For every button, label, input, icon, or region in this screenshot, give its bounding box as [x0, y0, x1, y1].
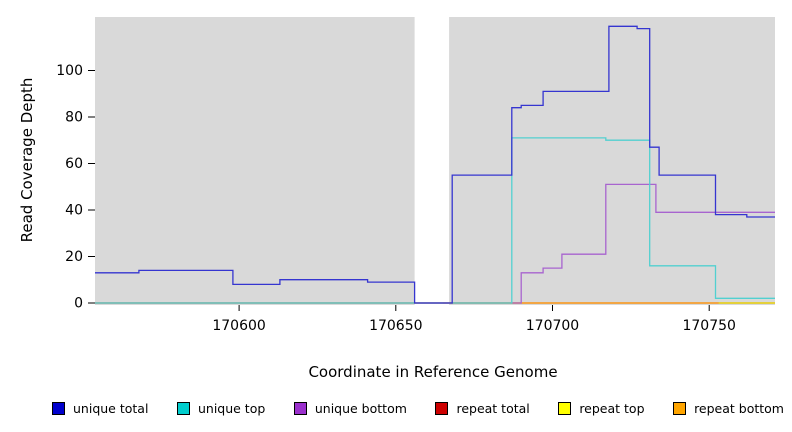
legend-swatch-repeat-bottom	[673, 402, 687, 415]
series-line-unique-bottom	[95, 183, 775, 304]
legend-item-repeat-total: repeat total	[435, 401, 530, 416]
y-tick-label: 80	[65, 110, 83, 126]
legend-swatch-unique-total	[52, 402, 65, 415]
legend-item-unique-top: unique top	[176, 401, 266, 416]
legend-label: repeat top	[579, 401, 645, 416]
legend-label: unique total	[73, 401, 149, 416]
legend-swatch-unique-bottom	[293, 402, 307, 415]
legend-swatch-repeat-total	[435, 402, 449, 415]
legend-item-repeat-bottom: repeat bottom	[673, 401, 784, 416]
legend-item-repeat-top: repeat top	[558, 401, 645, 416]
x-tick-label: 170600	[212, 318, 265, 334]
x-tick-label: 170750	[682, 318, 735, 334]
y-tick-label: 0	[74, 296, 83, 312]
y-tick-label: 40	[65, 203, 83, 219]
legend-item-unique-bottom: unique bottom	[293, 401, 407, 416]
y-axis-label: Read Coverage Depth	[18, 77, 36, 243]
legend-swatch-unique-top	[176, 402, 190, 415]
y-tick-label: 60	[65, 156, 83, 172]
legend-label: unique bottom	[314, 401, 407, 416]
series-line-unique-top	[95, 137, 775, 304]
series-line-unique-total	[95, 25, 775, 304]
x-tick-label: 170700	[526, 318, 579, 334]
legend-label: repeat total	[456, 401, 530, 416]
coverage-gap-region	[414, 13, 450, 305]
y-tick-label: 100	[56, 63, 83, 79]
legend-swatch-repeat-top	[558, 402, 572, 415]
legend-item-unique-total: unique total	[52, 401, 148, 416]
x-tick-label: 170650	[369, 318, 422, 334]
y-tick-label: 20	[65, 249, 83, 265]
legend-label: unique top	[197, 401, 266, 416]
legend-label: repeat bottom	[694, 401, 784, 416]
legend: unique total unique top unique bottom repea…	[52, 401, 784, 416]
x-axis-label: Coordinate in Reference Genome	[308, 363, 558, 381]
